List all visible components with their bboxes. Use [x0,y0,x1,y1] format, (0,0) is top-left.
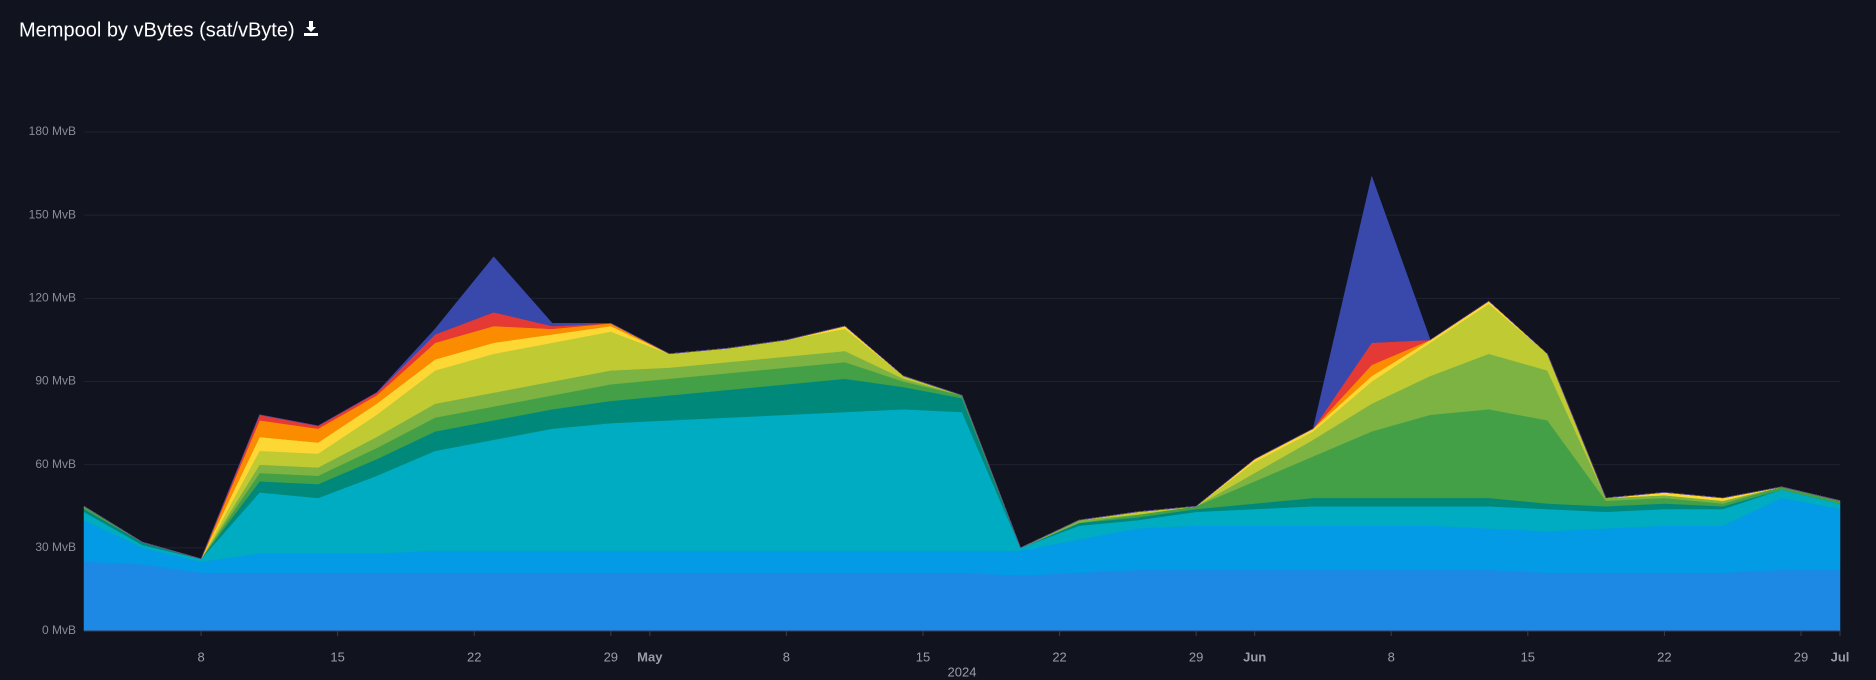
y-tick-label: 0 MvB [42,623,76,637]
x-tick-label: 29 [1189,649,1203,664]
x-tick-label: Jul [1831,649,1850,664]
x-tick-label: 22 [467,649,481,664]
y-tick-label: 60 MvB [35,457,76,471]
download-button[interactable] [304,21,318,36]
x-tick-label: May [637,649,663,664]
y-tick-label: 150 MvB [29,207,76,221]
x-tick-label: 8 [783,649,790,664]
download-icon[interactable] [304,21,318,36]
y-tick-label: 30 MvB [35,540,76,554]
y-tick-label: 90 MvB [35,374,76,388]
x-tick-label: 15 [330,649,344,664]
x-tick-label: 15 [916,649,930,664]
x-tick-label: 8 [1388,649,1395,664]
x-tick-label: 29 [1794,649,1808,664]
y-tick-label: 180 MvB [29,124,76,138]
x-axis-label: 2024 [948,664,977,679]
areas [83,175,1841,632]
x-tick-label: 15 [1521,649,1535,664]
chart-title: Mempool by vBytes (sat/vByte) [19,19,295,41]
x-tick-label: 29 [604,649,618,664]
x-tick-label: 22 [1657,649,1671,664]
x-tick-label: 8 [197,649,204,664]
x-tick-label: Jun [1243,649,1266,664]
x-tick-label: 22 [1052,649,1066,664]
y-tick-label: 120 MvB [29,291,76,305]
